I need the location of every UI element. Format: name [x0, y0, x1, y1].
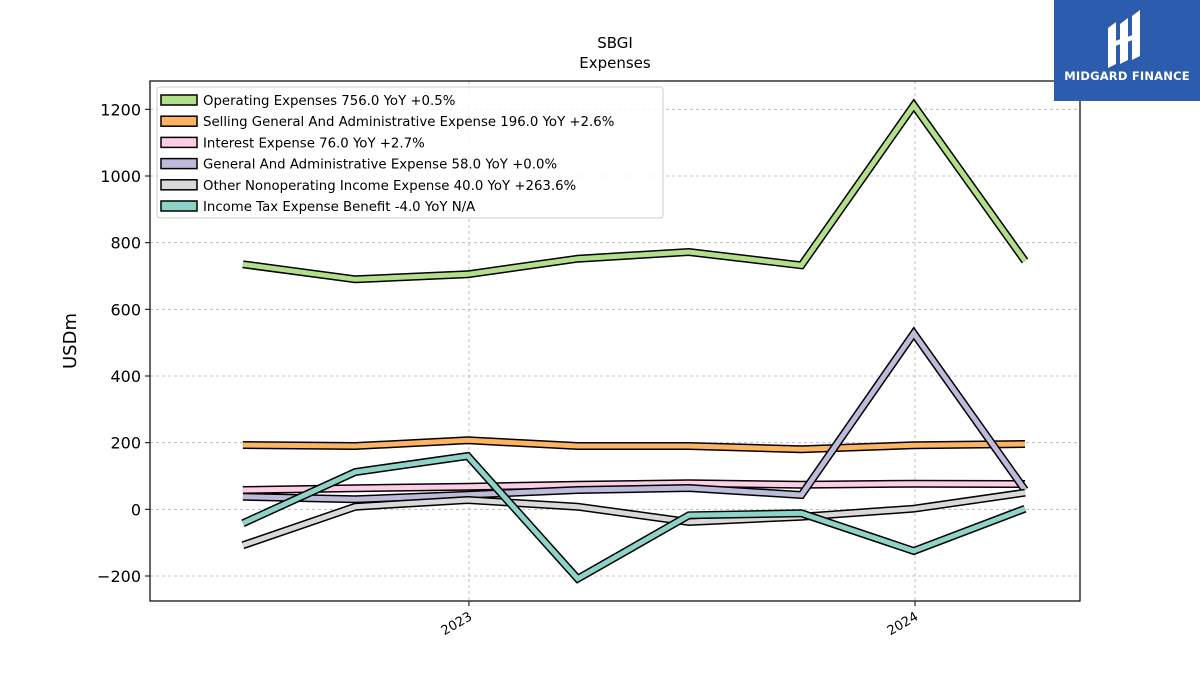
series-line-interest-expense — [242, 480, 1026, 493]
legend-entry: Other Nonoperating Income Expense 40.0 Y… — [203, 179, 576, 194]
series-line-selling-general-and-administrative-expense — [242, 437, 1026, 452]
x-tick-label: 2024 — [885, 609, 921, 639]
series-layer — [241, 98, 1029, 584]
y-tick-label: 200 — [110, 434, 141, 453]
legend: Operating Expenses 756.0 YoY +0.5% Sellin… — [156, 86, 664, 219]
brand-name: MIDGARD FINANCE — [1064, 69, 1190, 83]
x-tick-label: 2023 — [439, 609, 475, 639]
y-tick-label: 800 — [110, 234, 141, 253]
x-axis-ticks: 2023 2024 — [439, 601, 921, 639]
series-line-general-and-administrative-expense — [242, 328, 1028, 502]
legend-swatch — [160, 179, 198, 191]
legend-swatch — [160, 94, 198, 106]
y-tick-label: 1200 — [100, 100, 141, 119]
legend-swatch — [160, 115, 198, 127]
series-line-operating-expenses — [242, 100, 1028, 282]
legend-swatch — [160, 136, 198, 149]
legend-entry: General And Administrative Expense 58.0 … — [203, 158, 557, 173]
series-line-income-tax-expense-benefit — [241, 453, 1026, 582]
legend-entry: Interest Expense 76.0 YoY +2.7% — [203, 136, 425, 151]
legend-entry: Selling General And Administrative Expen… — [203, 115, 614, 130]
chart-subtitle: Expenses — [579, 54, 651, 72]
y-axis-label: USDm — [60, 313, 81, 369]
y-tick-label: −200 — [97, 567, 141, 586]
midgard-logo-icon — [1108, 10, 1140, 68]
y-axis-ticks: −200 0 200 400 600 800 1000 1200 — [97, 100, 150, 586]
legend-box — [156, 86, 664, 219]
y-tick-label: 600 — [110, 300, 141, 319]
legend-swatch — [160, 200, 198, 212]
y-tick-label: 0 — [131, 500, 141, 519]
plot-frame — [149, 80, 1081, 602]
legend-entry: Income Tax Expense Benefit -4.0 YoY N/A — [203, 200, 475, 215]
y-tick-label: 400 — [110, 367, 141, 386]
brand-logo: MIDGARD FINANCE — [1054, 0, 1200, 101]
y-tick-label: 1000 — [100, 167, 141, 186]
legend-entry: Operating Expenses 756.0 YoY +0.5% — [203, 94, 455, 109]
series-line-other-nonoperating-income-expense — [242, 490, 1026, 548]
legend-swatch — [160, 157, 198, 170]
chart-title: SBGI — [597, 34, 633, 52]
